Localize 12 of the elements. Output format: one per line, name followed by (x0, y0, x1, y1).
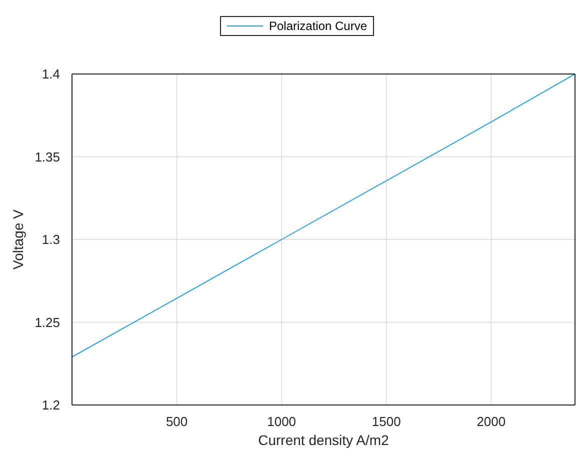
x-tick-label: 1500 (372, 414, 401, 430)
x-tick-label: 1000 (267, 414, 296, 430)
y-tick-label: 1.35 (34, 149, 60, 164)
y-tick-label: 1.2 (42, 398, 60, 413)
y-tick-label: 1.3 (42, 232, 60, 248)
y-tick-label: 1.4 (42, 66, 60, 82)
y-axis-title: Voltage V (10, 208, 26, 270)
x-axis-title: Current density A/m2 (258, 432, 390, 448)
legend-label: Polarization Curve (268, 19, 368, 33)
x-tick-label: 2000 (476, 414, 506, 430)
y-tick-label: 1.25 (34, 314, 60, 330)
x-tick-label: 500 (166, 414, 188, 430)
